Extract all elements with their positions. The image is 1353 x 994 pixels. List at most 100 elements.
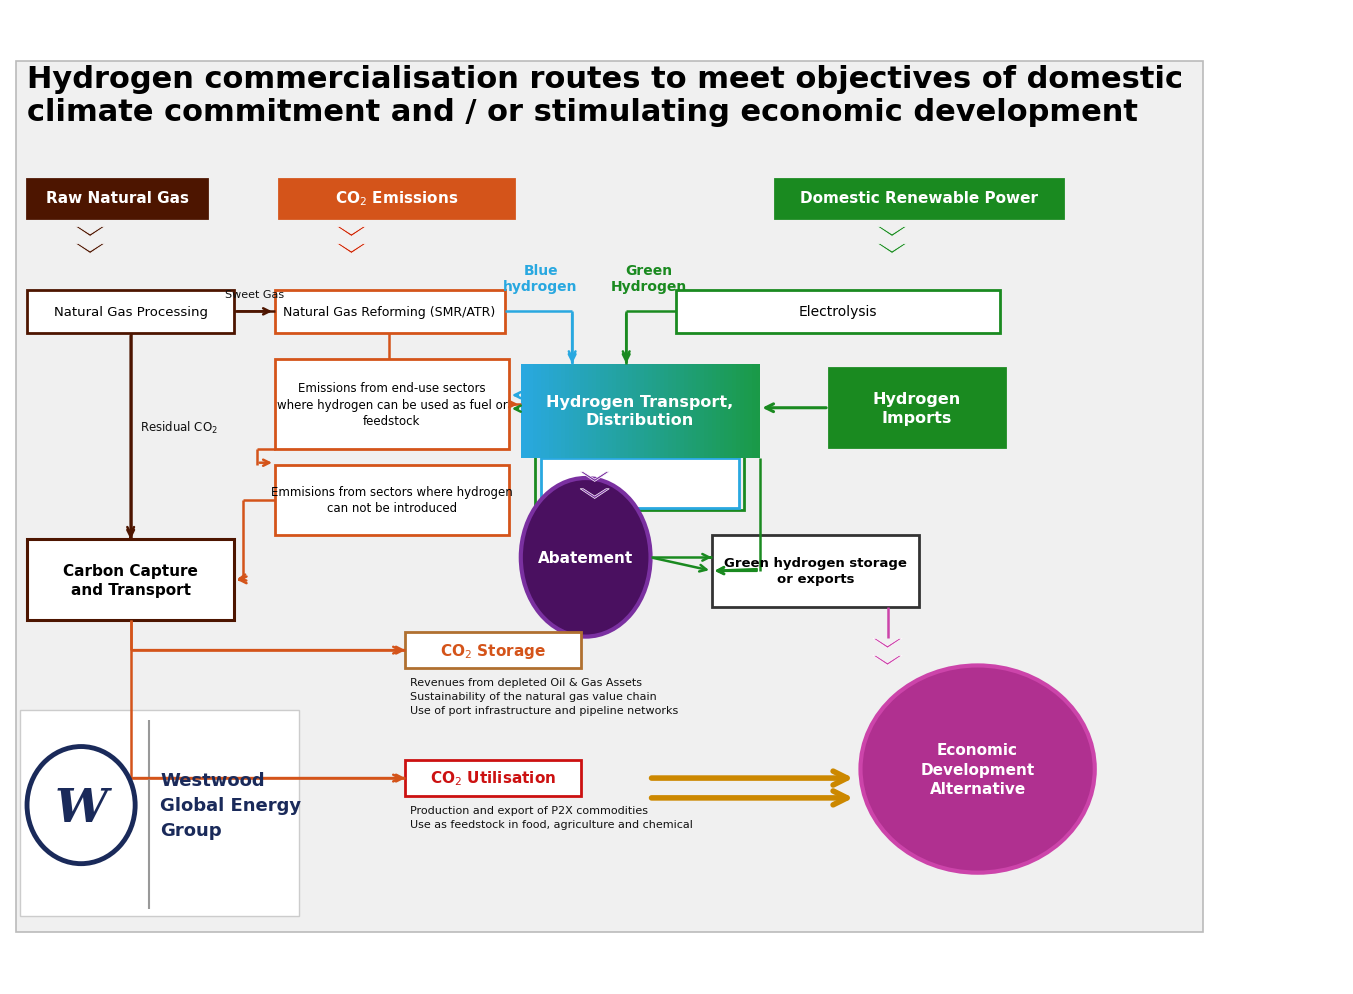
Polygon shape — [878, 228, 907, 238]
Bar — [695, 364, 701, 459]
Bar — [568, 364, 572, 459]
Bar — [755, 364, 760, 459]
Bar — [660, 364, 664, 459]
Text: Revenues from depleted Oil & Gas Assets
Sustainability of the natural gas value : Revenues from depleted Oil & Gas Assets … — [410, 678, 678, 716]
Bar — [664, 364, 668, 459]
Bar — [685, 364, 689, 459]
Bar — [605, 364, 609, 459]
Ellipse shape — [521, 478, 651, 637]
Bar — [27, 180, 207, 219]
Text: Carbon Capture
and Transport: Carbon Capture and Transport — [64, 564, 198, 597]
Text: CO$_2$ Storage: CO$_2$ Storage — [440, 641, 545, 660]
Bar — [676, 364, 681, 459]
Text: Blue
hydrogen: Blue hydrogen — [503, 263, 578, 294]
Bar — [406, 760, 582, 796]
Polygon shape — [337, 245, 367, 254]
Text: Natural Gas Reforming (SMR/ATR): Natural Gas Reforming (SMR/ATR) — [283, 305, 495, 318]
Bar — [556, 364, 561, 459]
Text: Hydrogen Transport,
Distribution: Hydrogen Transport, Distribution — [547, 395, 733, 427]
Polygon shape — [873, 656, 902, 666]
Bar — [708, 364, 712, 459]
Bar — [275, 360, 509, 449]
Text: CO$_2$ Utilisation: CO$_2$ Utilisation — [430, 769, 556, 787]
Polygon shape — [873, 639, 902, 648]
Bar — [576, 364, 580, 459]
Text: Production and export of P2X commodities
Use as feedstock in food, agriculture a: Production and export of P2X commodities… — [410, 805, 693, 829]
Bar — [275, 290, 505, 334]
Bar — [572, 364, 576, 459]
Text: Domestic Renewable Power: Domestic Renewable Power — [800, 191, 1038, 206]
Bar — [584, 364, 589, 459]
Bar — [533, 364, 537, 459]
Bar — [644, 364, 648, 459]
Bar — [700, 364, 705, 459]
Bar — [593, 364, 597, 459]
Bar — [529, 364, 533, 459]
Bar — [27, 540, 234, 621]
Bar — [652, 364, 656, 459]
Bar — [675, 290, 1000, 334]
Bar — [560, 364, 566, 459]
Bar — [564, 364, 570, 459]
Text: Economic
Development
Alternative: Economic Development Alternative — [920, 743, 1035, 796]
Bar — [740, 364, 744, 459]
Bar — [687, 364, 693, 459]
Ellipse shape — [27, 746, 135, 864]
Polygon shape — [76, 228, 104, 238]
Bar — [720, 364, 724, 459]
Bar — [732, 364, 736, 459]
Polygon shape — [76, 245, 104, 254]
Bar — [525, 364, 529, 459]
Bar — [752, 364, 756, 459]
Bar — [728, 364, 732, 459]
Bar — [829, 369, 1005, 448]
Bar — [744, 364, 748, 459]
Text: Emmisions from sectors where hydrogen
can not be introduced: Emmisions from sectors where hydrogen ca… — [271, 485, 513, 515]
Bar — [672, 364, 676, 459]
Bar — [589, 364, 593, 459]
Bar — [275, 465, 509, 535]
Polygon shape — [580, 472, 609, 482]
Bar — [580, 364, 584, 459]
Bar — [640, 364, 644, 459]
Bar — [748, 364, 752, 459]
Bar — [668, 364, 672, 459]
Text: Raw Natural Gas: Raw Natural Gas — [46, 191, 188, 206]
Bar — [681, 364, 685, 459]
Text: Sweet Gas: Sweet Gas — [225, 289, 284, 299]
Bar — [541, 364, 545, 459]
Text: Hydrogen commercialisation routes to meet objectives of domestic
climate commitm: Hydrogen commercialisation routes to mee… — [27, 66, 1183, 127]
Bar — [549, 364, 553, 459]
Bar — [632, 364, 637, 459]
Bar — [541, 459, 739, 508]
Bar — [279, 180, 514, 219]
Text: Abatement: Abatement — [538, 551, 633, 566]
Bar — [20, 711, 299, 916]
Bar — [736, 364, 740, 459]
Text: Emissions from end-use sectors
where hydrogen can be used as fuel or
feedstock: Emissions from end-use sectors where hyd… — [276, 382, 507, 427]
Text: CO$_2$ Emissions: CO$_2$ Emissions — [334, 189, 459, 208]
Bar — [597, 364, 601, 459]
Bar — [628, 364, 633, 459]
Text: Electrolysis: Electrolysis — [798, 305, 877, 319]
Bar — [609, 364, 613, 459]
Bar — [537, 364, 541, 459]
Text: Green
Hydrogen: Green Hydrogen — [610, 263, 687, 294]
Text: Natural Gas Processing: Natural Gas Processing — [54, 305, 207, 318]
Bar — [521, 364, 759, 459]
Bar — [613, 364, 617, 459]
Bar — [648, 364, 652, 459]
Bar — [617, 364, 621, 459]
Polygon shape — [580, 489, 609, 499]
Bar — [536, 456, 744, 511]
Bar — [620, 364, 625, 459]
Bar — [624, 364, 629, 459]
Text: Hydrogen
Imports: Hydrogen Imports — [873, 392, 961, 425]
Bar — [775, 180, 1063, 219]
Bar — [716, 364, 720, 459]
Ellipse shape — [861, 666, 1095, 873]
Bar — [552, 364, 557, 459]
Bar — [691, 364, 697, 459]
Bar — [724, 364, 728, 459]
Bar — [712, 535, 919, 607]
